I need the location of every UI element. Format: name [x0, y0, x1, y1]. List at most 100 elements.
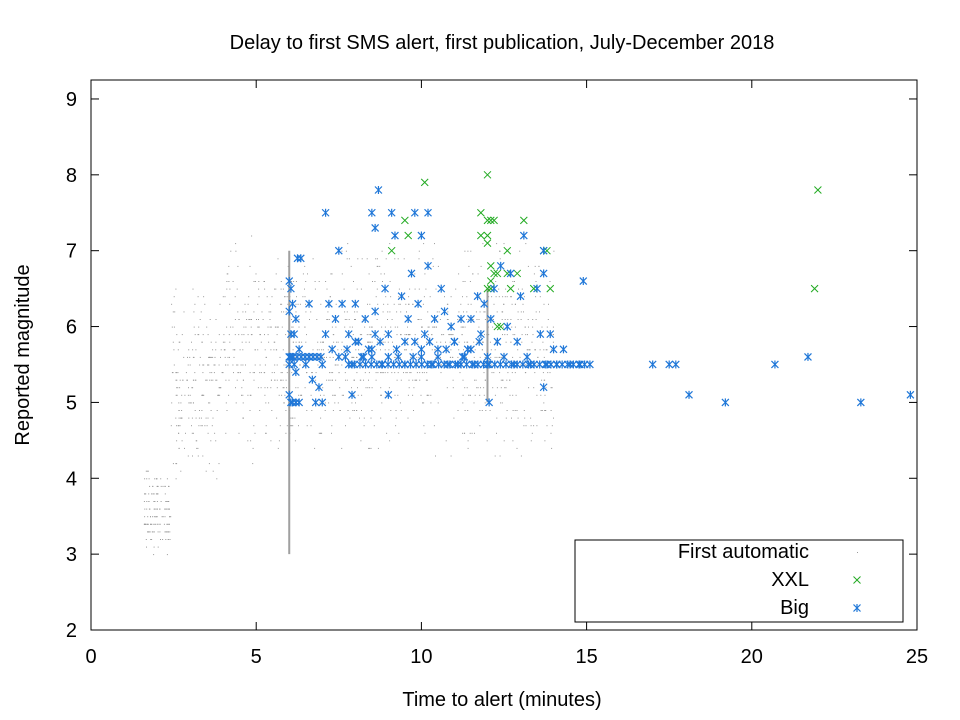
first-automatic-point — [282, 288, 284, 290]
first-automatic-point — [207, 364, 209, 366]
first-automatic-point — [310, 311, 312, 313]
first-automatic-point — [491, 364, 493, 366]
first-automatic-point — [314, 447, 316, 449]
first-automatic-point — [521, 341, 523, 343]
first-automatic-point — [320, 341, 322, 343]
first-automatic-point — [187, 394, 189, 396]
first-automatic-point — [433, 425, 435, 427]
first-automatic-point — [375, 372, 377, 374]
first-automatic-point — [496, 417, 498, 419]
first-automatic-point — [397, 394, 399, 396]
first-automatic-point — [217, 394, 219, 396]
first-automatic-point — [425, 288, 427, 290]
first-automatic-point — [391, 319, 393, 320]
first-automatic-point — [523, 410, 525, 411]
first-automatic-point — [201, 394, 203, 396]
first-automatic-point — [311, 372, 313, 374]
first-automatic-point — [531, 432, 533, 434]
first-automatic-point — [535, 349, 536, 351]
first-automatic-point — [500, 402, 502, 404]
first-automatic-point — [481, 349, 483, 351]
first-automatic-point — [551, 334, 553, 336]
first-automatic-point — [299, 364, 301, 366]
first-automatic-point — [320, 303, 322, 305]
first-automatic-point — [282, 387, 284, 389]
big-point — [371, 223, 380, 232]
first-automatic-point — [390, 410, 392, 411]
first-automatic-point — [464, 326, 466, 328]
first-automatic-point — [283, 311, 285, 313]
first-automatic-point — [533, 387, 535, 389]
first-automatic-point — [189, 356, 191, 358]
xxl-points — [387, 170, 822, 331]
first-automatic-point — [152, 516, 154, 518]
first-automatic-point — [174, 311, 176, 313]
first-automatic-point — [292, 341, 294, 343]
first-automatic-point — [335, 326, 337, 328]
first-automatic-point — [193, 311, 195, 313]
first-automatic-point — [242, 364, 244, 366]
first-automatic-point — [553, 417, 554, 419]
first-automatic-point — [221, 372, 223, 374]
first-automatic-point — [421, 372, 423, 374]
first-automatic-point — [450, 455, 452, 457]
first-automatic-point — [194, 410, 196, 411]
legend-label-first-automatic: First automatic — [678, 541, 809, 563]
big-point — [569, 360, 578, 369]
first-automatic-point — [445, 440, 447, 442]
big-point — [297, 352, 306, 361]
first-automatic-point — [473, 356, 475, 358]
first-automatic-point — [306, 425, 308, 427]
first-automatic-point — [201, 341, 203, 343]
first-automatic-point — [539, 311, 540, 313]
first-automatic-point — [191, 425, 192, 427]
big-point — [389, 360, 398, 369]
first-automatic-point — [247, 440, 249, 442]
big-point — [395, 360, 404, 369]
first-automatic-point — [241, 334, 243, 336]
xxl-point — [503, 269, 512, 278]
first-automatic-point — [232, 326, 234, 328]
first-automatic-point — [209, 402, 211, 404]
first-automatic-point — [410, 356, 412, 358]
first-automatic-point — [547, 319, 549, 320]
first-automatic-point — [452, 379, 454, 381]
first-automatic-point — [291, 319, 292, 320]
first-automatic-point — [504, 319, 506, 320]
first-automatic-point — [200, 311, 202, 313]
first-automatic-point — [430, 394, 432, 396]
first-automatic-point — [202, 394, 204, 396]
first-automatic-point — [484, 334, 485, 336]
big-point — [424, 208, 432, 217]
big-point — [467, 345, 475, 354]
first-automatic-point — [496, 243, 498, 245]
first-automatic-point — [416, 372, 418, 374]
first-automatic-point — [440, 372, 442, 374]
first-automatic-point — [277, 326, 279, 328]
first-automatic-point — [283, 364, 285, 366]
first-automatic-point — [424, 273, 426, 275]
first-automatic-point — [288, 402, 290, 404]
first-automatic-point — [463, 349, 464, 351]
big-point — [804, 352, 812, 361]
first-automatic-point — [482, 341, 484, 343]
first-automatic-point — [321, 349, 323, 351]
first-automatic-point — [466, 319, 468, 320]
first-automatic-point — [214, 364, 216, 366]
first-automatic-point — [470, 250, 472, 252]
first-automatic-point — [341, 250, 343, 252]
first-automatic-point — [177, 425, 179, 427]
first-automatic-point — [264, 288, 266, 290]
first-automatic-point — [333, 341, 335, 343]
first-automatic-point — [331, 273, 333, 275]
first-automatic-point — [235, 250, 237, 252]
first-automatic-point — [166, 508, 168, 510]
first-automatic-point — [414, 379, 416, 381]
first-automatic-point — [252, 372, 254, 374]
first-automatic-point — [353, 281, 354, 282]
first-automatic-point — [527, 319, 529, 320]
first-automatic-point — [516, 447, 518, 449]
xxl-point — [401, 216, 409, 225]
first-automatic-point — [427, 334, 429, 336]
first-automatic-point — [379, 265, 381, 267]
